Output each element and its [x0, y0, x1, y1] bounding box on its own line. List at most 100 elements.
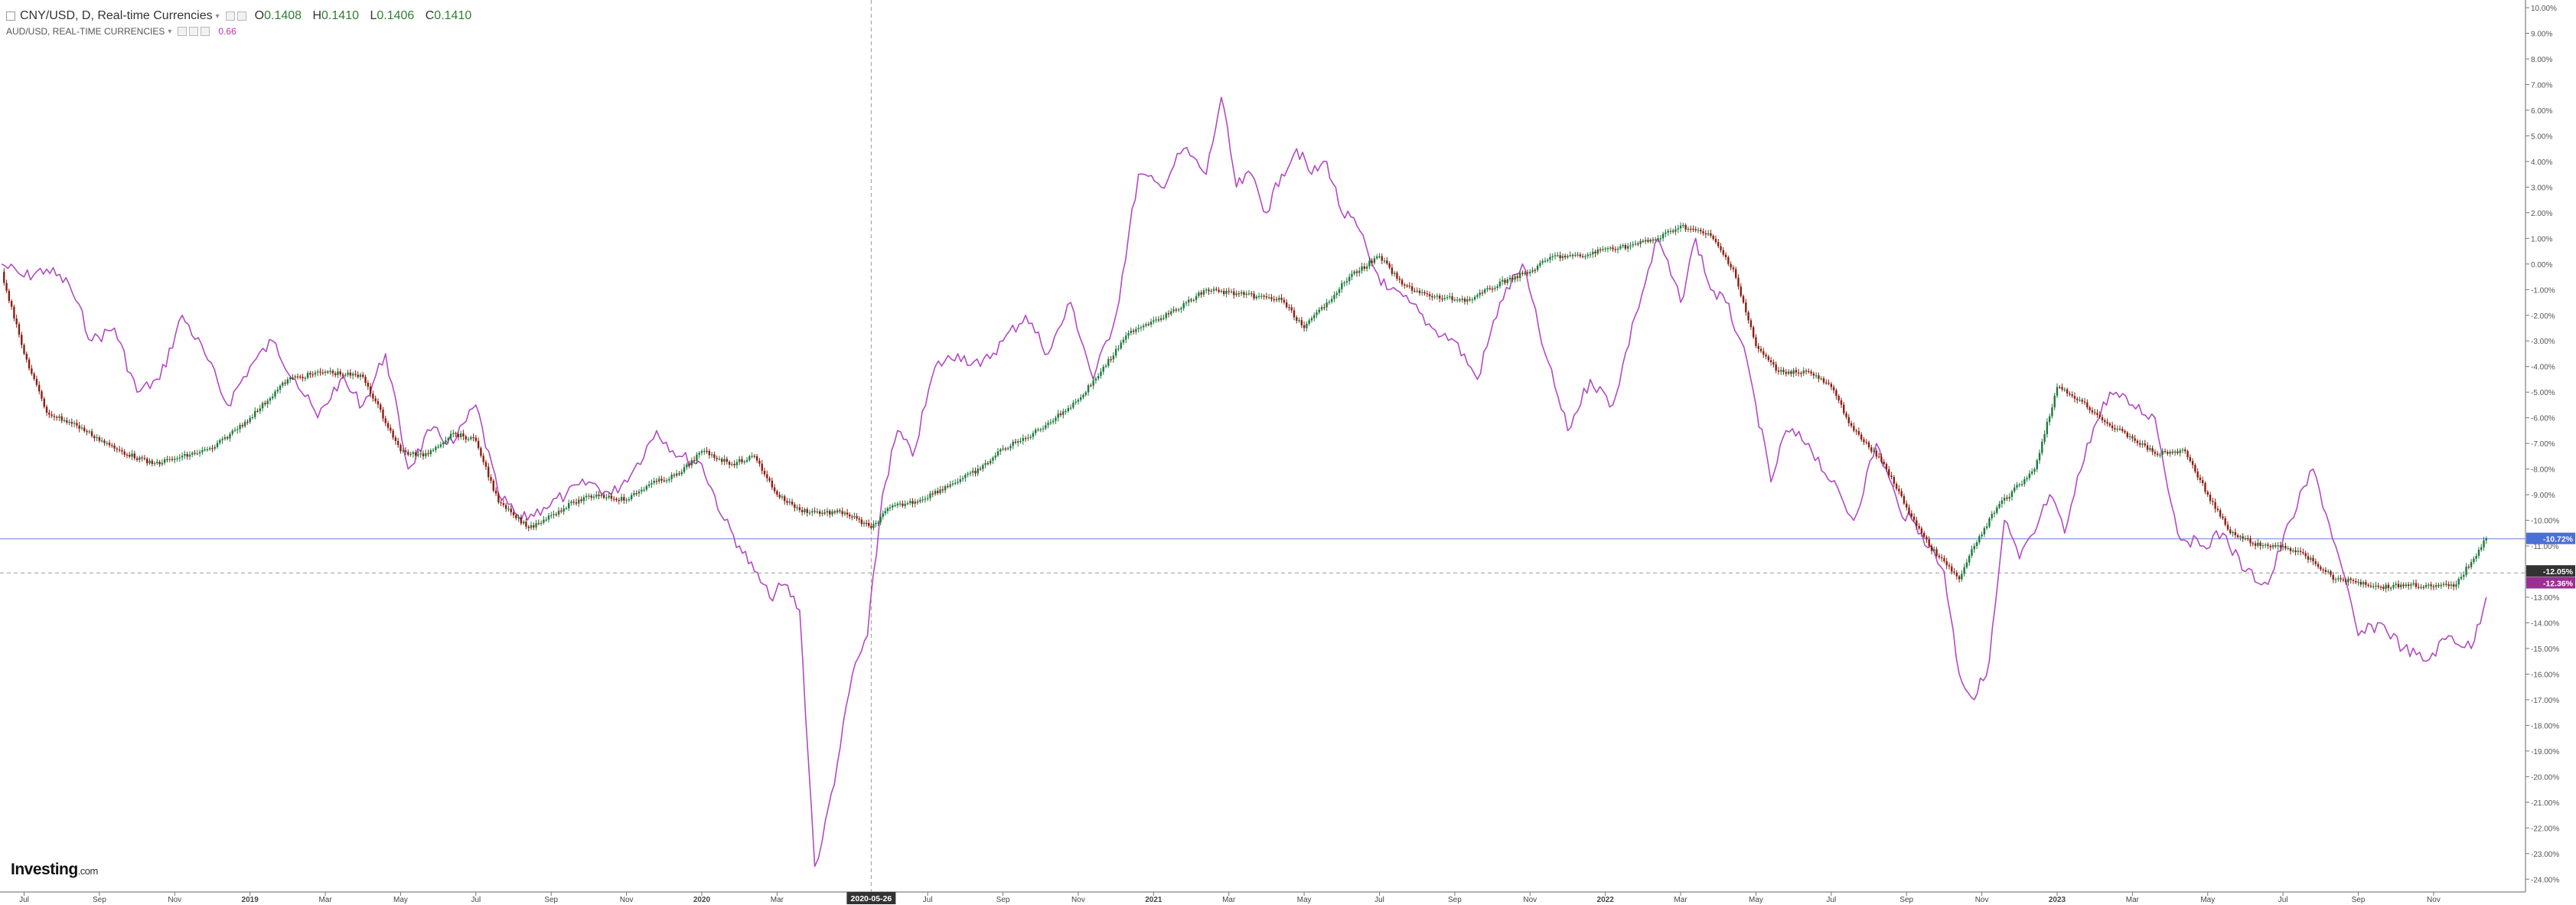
candle-body [2242, 536, 2244, 539]
candle-body [811, 511, 814, 513]
candle-body [1782, 370, 1785, 372]
candle-body [2124, 430, 2126, 433]
candle-body [45, 407, 48, 413]
candle-body [1484, 289, 1486, 293]
candle-body [663, 480, 666, 482]
candle-body [37, 384, 41, 392]
candle-body [2036, 460, 2038, 469]
candle-body [88, 431, 90, 433]
candle-body [53, 416, 56, 417]
candle-body [369, 387, 372, 394]
candle-body [865, 522, 868, 524]
x-tick-label: Nov [620, 896, 634, 904]
candle-body [1410, 286, 1414, 291]
candle-body [2281, 546, 2284, 547]
candle-body [2091, 410, 2094, 413]
candle-body [1762, 351, 1765, 355]
candle-body [1404, 284, 1406, 286]
candle-body [926, 498, 929, 499]
visibility-toggle-icon[interactable] [225, 11, 235, 21]
candle-body [1797, 372, 1800, 374]
candle-body [1110, 359, 1112, 361]
candle-body [641, 489, 643, 492]
candle-body [726, 459, 729, 462]
candle-body [989, 460, 992, 464]
candle-body [1157, 319, 1160, 321]
candle-body [543, 519, 545, 523]
candle-body [1400, 279, 1404, 285]
candle-body [1416, 290, 1418, 292]
visibility-toggle-icon[interactable] [178, 27, 187, 36]
x-tick-label: Sep [996, 896, 1010, 904]
candle-body [2247, 537, 2249, 540]
candle-body [1498, 281, 1502, 286]
candle-body [121, 449, 123, 452]
candle-body [1162, 318, 1165, 319]
x-tick-label: Nov [1975, 896, 1989, 904]
collapse-legend-icon[interactable] [6, 11, 15, 21]
candle-body [2442, 583, 2445, 585]
candle-body [2392, 584, 2395, 588]
candle-body [1080, 397, 1082, 400]
chevron-down-icon[interactable]: ▾ [215, 11, 220, 21]
candle-body [939, 489, 941, 493]
candle-body [337, 371, 339, 375]
candle-body [2073, 396, 2076, 399]
price-badge-blue-bg [2526, 532, 2575, 544]
candle-body [999, 449, 1002, 452]
settings-icon[interactable] [236, 11, 246, 21]
candle-body [1541, 261, 1544, 263]
x-tick-label: Nov [168, 896, 181, 904]
candle-body [51, 414, 53, 417]
candle-body [2304, 553, 2307, 557]
candle-body [1574, 254, 1577, 256]
candle-body [1117, 348, 1120, 350]
candle-body [1290, 307, 1293, 311]
chevron-down-icon[interactable]: ▾ [168, 27, 172, 36]
candle-body [1707, 233, 1710, 235]
candle-body [1626, 246, 1629, 249]
symbol-title[interactable]: CNY/USD, D, Real-time Currencies [20, 9, 213, 22]
candle-body [829, 511, 831, 515]
price-badge-purple-bg [2526, 577, 2575, 589]
candle-body [23, 345, 25, 354]
candle-body [676, 473, 678, 476]
overlay-title[interactable]: AUD/USD, REAL-TIME CURRENCIES [6, 26, 165, 37]
candle-body [2141, 443, 2144, 445]
candle-body [372, 394, 374, 399]
candle-body [362, 374, 364, 377]
candle-body [620, 497, 623, 501]
candle-body [698, 452, 700, 455]
candle-body [2098, 414, 2101, 417]
candle-body [904, 503, 906, 506]
candle-body [1951, 566, 1953, 572]
close-value: 0.1410 [434, 9, 472, 22]
candle-body [13, 306, 15, 319]
candle-body [1787, 371, 1790, 374]
candle-body [833, 511, 836, 513]
price-axis[interactable]: 10.00% 9.00% 8.00% 7.00% 6.00% 5.00% 4.00% 3.00… [2525, 5, 2559, 884]
candle-body [2269, 545, 2271, 547]
time-axis[interactable]: JulSepNov2019MarMayJulSepNov2020MarMJulS… [19, 892, 2441, 904]
candle-body [1077, 400, 1080, 402]
candle-body [2460, 577, 2463, 579]
candle-body [1961, 573, 1963, 580]
candle-body [522, 521, 525, 524]
candle-body [1318, 309, 1320, 312]
candle-body [2059, 387, 2061, 388]
candle-body [191, 452, 194, 455]
candle-body [668, 479, 670, 481]
x-tick-label: Nov [2427, 896, 2441, 904]
candle-body [2387, 584, 2390, 588]
candle-body [1955, 572, 1958, 577]
candle-body [608, 495, 610, 498]
crosshair-date-label: 2020-05-26 [851, 894, 892, 903]
remove-icon[interactable] [201, 27, 210, 36]
settings-icon[interactable] [189, 27, 199, 36]
y-tick-label: -2.00% [2531, 312, 2555, 321]
candle-body [231, 430, 233, 434]
candle-body [690, 460, 693, 466]
candle-body [547, 515, 550, 520]
candle-body [1539, 263, 1541, 266]
